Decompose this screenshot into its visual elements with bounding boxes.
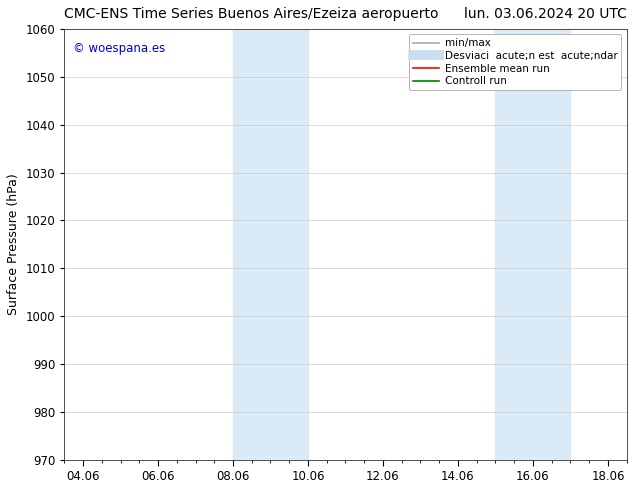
Text: © woespana.es: © woespana.es [73,42,165,55]
Text: lun. 03.06.2024 20 UTC: lun. 03.06.2024 20 UTC [464,7,626,21]
Bar [495,29,571,460]
Text: CMC-ENS Time Series Buenos Aires/Ezeiza aeropuerto: CMC-ENS Time Series Buenos Aires/Ezeiza … [64,7,439,21]
Y-axis label: Surface Pressure (hPa): Surface Pressure (hPa) [7,173,20,315]
Legend: min/max, Desviaci  acute;n est  acute;ndar, Ensemble mean run, Controll run: min/max, Desviaci acute;n est acute;ndar… [409,34,621,91]
Bar [233,29,308,460]
